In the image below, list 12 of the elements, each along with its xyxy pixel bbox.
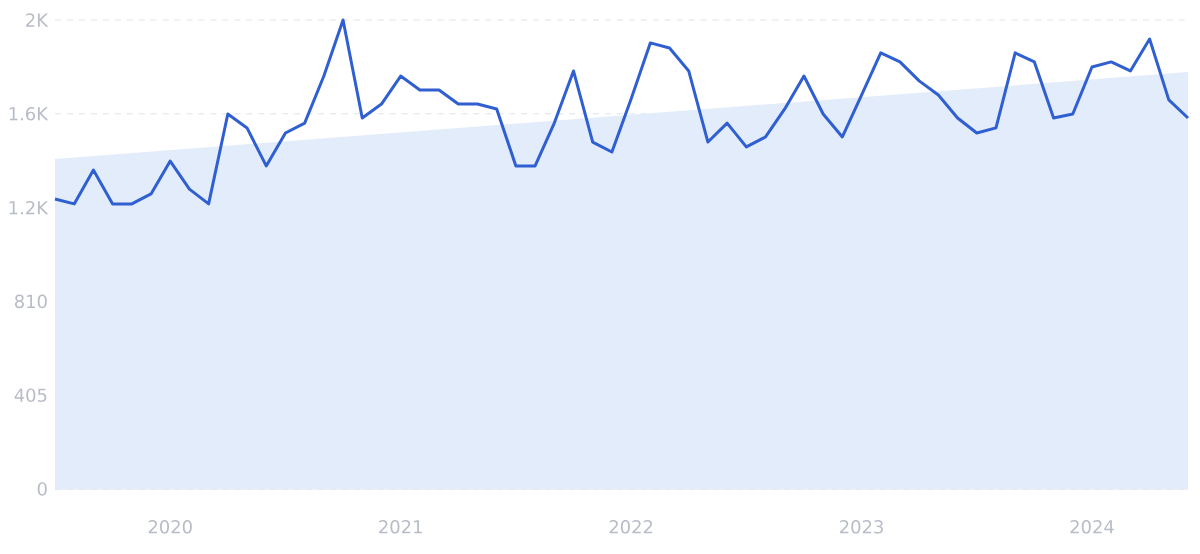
y-tick-label: 0 [37, 482, 47, 496]
y-tick-label: 2K [26, 13, 49, 27]
line-series [53, 18, 1190, 206]
x-tick-label: 2021 [379, 520, 422, 534]
x-tick-label: 2022 [609, 520, 653, 534]
y-tick-label: 1.2K [9, 200, 49, 215]
y-tick-label: 1.6K [9, 107, 49, 121]
y-tick-label: 405 [14, 388, 47, 402]
x-tick-label: 2024 [1070, 520, 1114, 534]
x-tick-label: 2020 [148, 520, 192, 534]
x-tick-label: 2023 [840, 520, 883, 534]
y-tick-label: 810 [14, 294, 47, 309]
